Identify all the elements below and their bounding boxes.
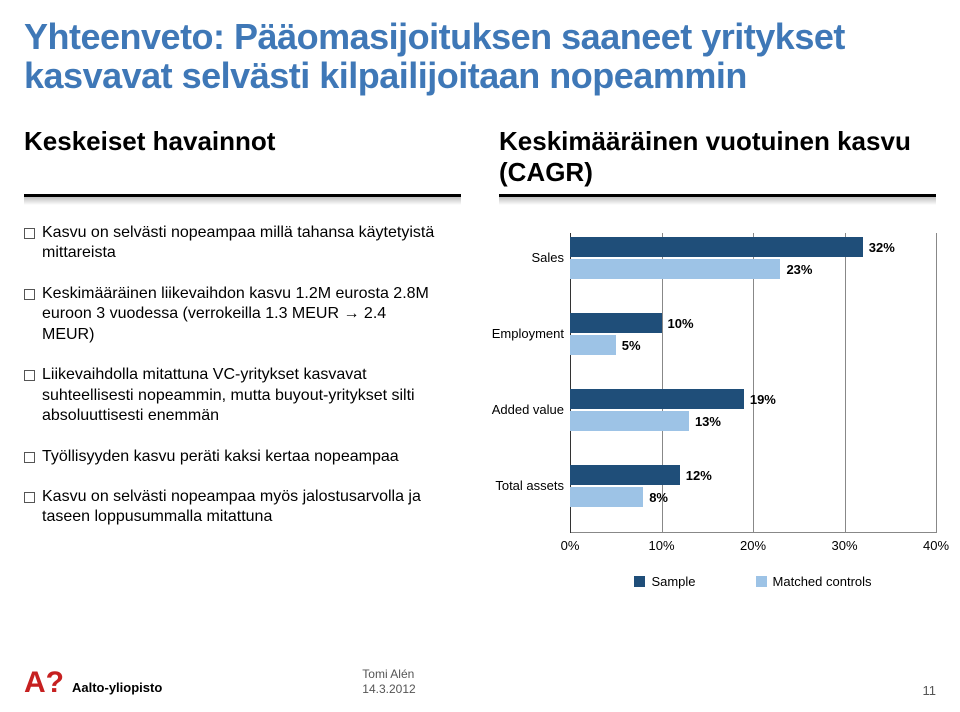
slide-title: Yhteenveto: Pääomasijoituksen saaneet yr…	[24, 18, 936, 96]
bullet-text: Työllisyyden kasvu peräti kaksi kertaa n…	[42, 448, 399, 465]
chart-plot-area: 32% 23% 10% 5% 19% 13% 12% 8%	[570, 233, 936, 533]
cagr-bar-chart: 32% 23% 10% 5% 19% 13% 12% 8% Sample Matched con…	[480, 233, 936, 593]
category-label: Sales	[480, 250, 564, 265]
bullets-column: Kasvu on selvästi nopeampaa millä tahans…	[24, 223, 480, 593]
bullet-item: Keskimääräinen liikevaihdon kasvu 1.2M e…	[24, 284, 442, 345]
bullet-text: Keskimääräinen liikevaihdon kasvu 1.2M e…	[42, 285, 429, 343]
bar	[570, 487, 643, 507]
bar	[570, 389, 744, 409]
chart-column: 32% 23% 10% 5% 19% 13% 12% 8% Sample Matched con…	[480, 223, 936, 593]
category-label: Total assets	[480, 478, 564, 493]
legend-label: Sample	[651, 574, 695, 589]
bar-value-label: 10%	[668, 316, 694, 331]
category-label: Added value	[480, 402, 564, 417]
bar	[570, 237, 863, 257]
bar	[570, 411, 689, 431]
slide: Yhteenveto: Pääomasijoituksen saaneet yr…	[0, 0, 960, 712]
bullet-item: Työllisyyden kasvu peräti kaksi kertaa n…	[24, 447, 442, 467]
column-headers: Keskeiset havainnot Keskimääräinen vuotu…	[24, 126, 936, 197]
aalto-logo-mark: A?	[24, 668, 64, 698]
bullet-text: Kasvu on selvästi nopeampaa myös jalostu…	[42, 488, 421, 525]
legend-swatch	[634, 576, 645, 587]
body: Kasvu on selvästi nopeampaa millä tahans…	[24, 223, 936, 593]
bullet-item: Liikevaihdolla mitattuna VC-yritykset ka…	[24, 365, 442, 426]
bar-value-label: 5%	[622, 338, 641, 353]
page-number: 11	[923, 683, 937, 698]
bar-value-label: 13%	[695, 414, 721, 429]
bar	[570, 259, 780, 279]
bar-value-label: 32%	[869, 240, 895, 255]
bar	[570, 465, 680, 485]
footer-meta: Tomi Alén 14.3.2012	[362, 667, 415, 698]
bar-value-label: 12%	[686, 468, 712, 483]
bar-value-label: 8%	[649, 490, 668, 505]
bullet-text: Kasvu on selvästi nopeampaa millä tahans…	[42, 224, 434, 261]
header-right: Keskimääräinen vuotuinen kasvu (CAGR)	[499, 126, 936, 197]
x-tick-label: 30%	[831, 538, 857, 553]
legend-label: Matched controls	[773, 574, 872, 589]
legend-swatch	[756, 576, 767, 587]
bullet-item: Kasvu on selvästi nopeampaa myös jalostu…	[24, 487, 442, 528]
legend-item: Matched controls	[756, 574, 872, 589]
aalto-logo: A? Aalto-yliopisto	[24, 668, 162, 698]
footer: A? Aalto-yliopisto Tomi Alén 14.3.2012 1…	[24, 667, 936, 698]
bullet-item: Kasvu on selvästi nopeampaa millä tahans…	[24, 223, 442, 264]
footer-date: 14.3.2012	[362, 682, 415, 698]
x-gridline	[936, 233, 937, 533]
bar	[570, 335, 616, 355]
x-tick-label: 20%	[740, 538, 766, 553]
bullet-text: Liikevaihdolla mitattuna VC-yritykset ka…	[42, 366, 415, 424]
x-tick-label: 0%	[561, 538, 580, 553]
title-line-2: kasvavat selvästi kilpailijoitaan nopeam…	[24, 55, 747, 96]
chart-legend: Sample Matched controls	[570, 574, 936, 589]
footer-author: Tomi Alén	[362, 667, 415, 683]
legend-item: Sample	[634, 574, 695, 589]
bar-value-label: 23%	[786, 262, 812, 277]
category-label: Employment	[480, 326, 564, 341]
bar-value-label: 19%	[750, 392, 776, 407]
title-line-1: Yhteenveto: Pääomasijoituksen saaneet yr…	[24, 16, 845, 57]
x-tick-label: 10%	[648, 538, 674, 553]
header-shadow	[24, 197, 936, 205]
x-tick-label: 40%	[923, 538, 949, 553]
x-gridline	[845, 233, 846, 533]
bar	[570, 313, 662, 333]
aalto-logo-text: Aalto-yliopisto	[72, 680, 162, 698]
header-left: Keskeiset havainnot	[24, 126, 461, 197]
